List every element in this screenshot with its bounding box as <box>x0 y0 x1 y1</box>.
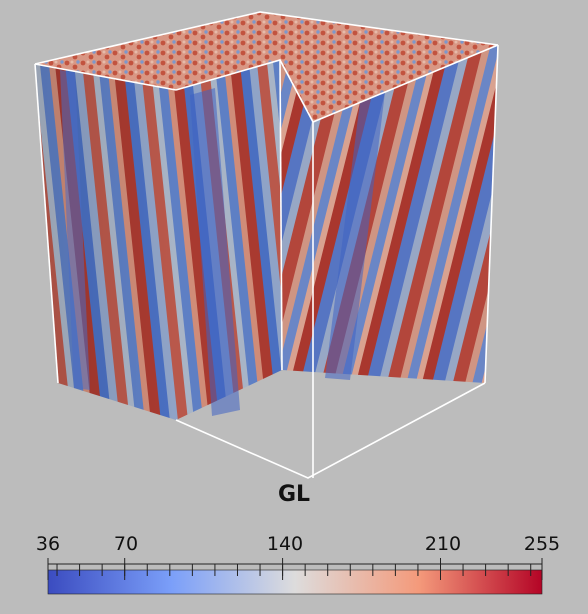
volume-streaks <box>60 70 385 416</box>
volume-cut-face-inner <box>280 60 313 372</box>
colorbar-gradient <box>47 569 543 595</box>
colorbar: 36 70 140 210 255 <box>0 530 588 614</box>
colorbar-tick-label: 210 <box>424 533 462 555</box>
colorbar-tick-label: 70 <box>113 533 139 555</box>
colorbar-tick-label: 36 <box>35 533 61 555</box>
volume-face-top <box>35 12 498 122</box>
variable-name-label: GL <box>277 482 311 507</box>
colorbar-tick-label: 255 <box>523 533 561 555</box>
colorbar-tick-label: 140 <box>266 533 304 555</box>
colorbar-graphic <box>47 558 543 595</box>
volume-outline <box>34 11 499 479</box>
